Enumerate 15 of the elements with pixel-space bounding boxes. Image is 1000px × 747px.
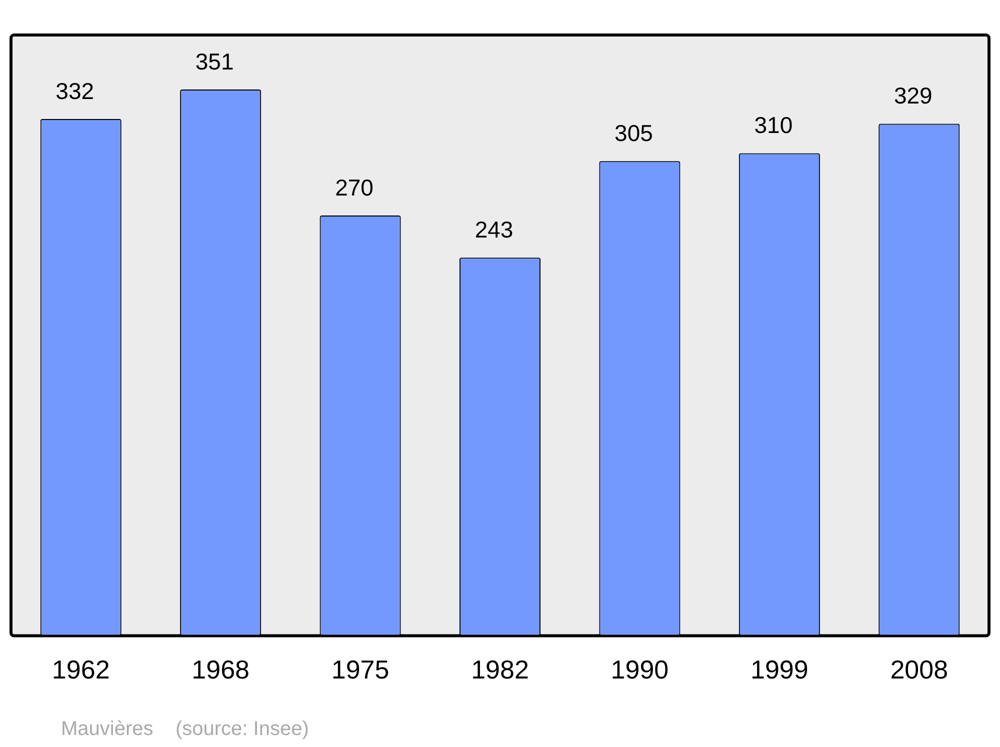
x-tick-label: 1990 (610, 654, 669, 685)
data-label: 332 (56, 78, 94, 104)
x-tick-label: 1982 (471, 654, 529, 685)
data-label: 329 (894, 82, 932, 109)
text: Mauvières (source: Insee) (61, 718, 309, 741)
x-tick-label: 1962 (52, 654, 110, 685)
data-label: 351 (195, 48, 234, 74)
x-tick-label: 1975 (331, 654, 390, 685)
data-label: 305 (614, 120, 653, 146)
x-tick-label: 2008 (890, 654, 948, 685)
x-tick-label: 1999 (750, 654, 808, 685)
data-label: 243 (474, 216, 514, 242)
data-label: 270 (335, 174, 374, 200)
data-label: 310 (754, 112, 793, 138)
x-tick-label: 1968 (192, 654, 250, 685)
